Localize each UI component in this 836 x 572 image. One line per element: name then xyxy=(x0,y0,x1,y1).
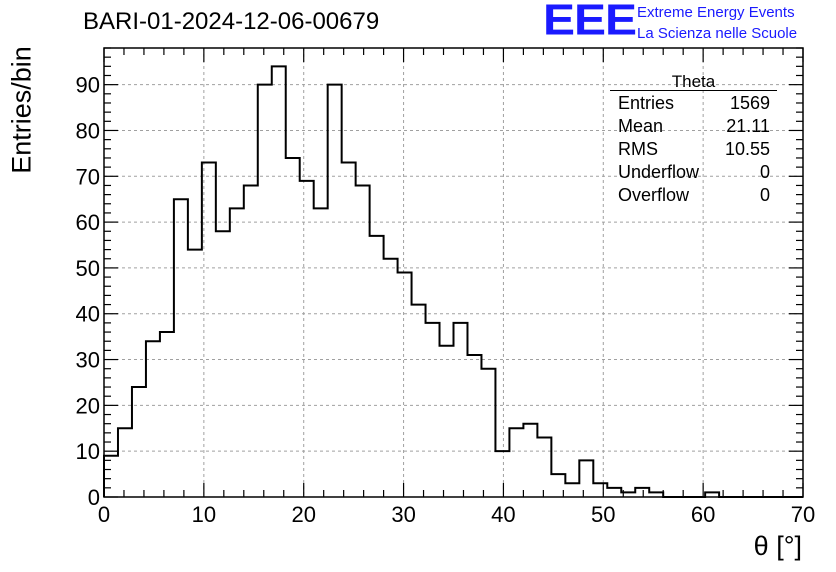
stats-value: 21.11 xyxy=(726,116,770,136)
stats-row-mean: Mean 21.11 xyxy=(618,116,770,138)
histogram-bin xyxy=(440,346,454,497)
histogram-bin xyxy=(244,185,258,497)
x-tick-label: 70 xyxy=(791,502,815,527)
histogram-bin xyxy=(118,428,132,497)
eee-subtitle-line1: Extreme Energy Events xyxy=(637,4,795,21)
x-axis-label: θ [°] xyxy=(753,531,802,561)
stats-box: Theta Entries 1569 Mean 21.11 RMS 10.55 … xyxy=(610,72,777,210)
grid-lines xyxy=(104,48,803,497)
histogram-bin xyxy=(593,483,607,497)
histogram-bin xyxy=(398,273,412,498)
histogram-bin xyxy=(174,199,188,497)
histogram-bin xyxy=(384,259,398,497)
stats-value: 0 xyxy=(759,162,770,182)
stats-value: 10.55 xyxy=(724,139,770,159)
histogram-bin xyxy=(328,85,342,497)
histogram-bin xyxy=(132,387,146,497)
histogram-bin xyxy=(565,483,579,497)
histogram-bin xyxy=(412,305,426,497)
histogram-bin xyxy=(160,332,174,497)
histogram-bin xyxy=(579,460,593,497)
axes: 0 10 20 30 40 50 60 70 0 10 20 30 40 50 60 70 80 90 xyxy=(76,47,815,527)
histogram-outline xyxy=(103,65,803,498)
histogram-bin xyxy=(258,85,272,497)
histogram-bin xyxy=(495,451,509,497)
y-tick-label: 10 xyxy=(76,439,100,464)
stats-row-entries: Entries 1569 xyxy=(618,93,770,115)
stats-row-underflow: Underflow 0 xyxy=(618,162,770,184)
histogram-bin xyxy=(146,341,160,497)
stats-label: Underflow xyxy=(618,162,700,182)
histogram-bin xyxy=(454,323,468,497)
stats-row-rms: RMS 10.55 xyxy=(618,139,770,161)
y-tick-label: 30 xyxy=(76,348,100,373)
y-tick-label: 0 xyxy=(88,485,100,510)
y-tick-label: 40 xyxy=(76,302,100,327)
histogram-bin xyxy=(509,428,523,497)
histogram-bin xyxy=(370,236,384,497)
stats-label: Mean xyxy=(618,116,664,136)
y-tick-label: 50 xyxy=(76,256,100,281)
stats-label: Overflow xyxy=(618,185,690,205)
eee-subtitle-line2: La Scienza nelle Scuole xyxy=(637,25,798,42)
y-tick-label: 80 xyxy=(76,118,100,143)
eee-logo: EEE xyxy=(543,0,637,45)
histogram-bin xyxy=(188,250,202,497)
histogram-bin xyxy=(607,488,621,497)
x-tick-label: 60 xyxy=(691,502,715,527)
histogram-bin xyxy=(104,456,118,497)
x-tick-label: 50 xyxy=(591,502,615,527)
stats-divider xyxy=(610,90,777,91)
y-tick-label: 60 xyxy=(76,210,100,235)
y-axis-label: Entries/bin xyxy=(6,46,37,174)
stats-value: 1569 xyxy=(729,93,770,113)
stats-label: RMS xyxy=(618,139,658,159)
histogram-bars xyxy=(103,65,803,498)
x-tick-label: 10 xyxy=(192,502,216,527)
histogram-bin xyxy=(481,369,495,497)
x-tick-label: 0 xyxy=(98,502,110,527)
y-tick-label: 90 xyxy=(76,73,100,98)
histogram-bin xyxy=(342,163,356,497)
y-tick-label: 20 xyxy=(76,393,100,418)
histogram-bin xyxy=(230,208,244,497)
histogram-bin xyxy=(356,185,370,497)
x-tick-label: 20 xyxy=(291,502,315,527)
histogram-bin xyxy=(467,355,481,497)
histogram-bin xyxy=(314,208,328,497)
x-tick-label: 30 xyxy=(391,502,415,527)
histogram-bin xyxy=(635,488,649,497)
x-tick-label: 40 xyxy=(491,502,515,527)
histogram-bin xyxy=(216,231,230,497)
plot-frame xyxy=(103,47,804,498)
histogram-bin xyxy=(286,158,300,497)
stats-label: Entries xyxy=(618,93,675,113)
histogram-bin xyxy=(300,181,314,497)
stats-title: Theta xyxy=(671,72,716,91)
histogram-bin xyxy=(537,437,551,497)
histogram-bin xyxy=(426,323,440,497)
histogram-bin xyxy=(523,424,537,497)
stats-row-overflow: Overflow 0 xyxy=(618,185,770,207)
stats-value: 0 xyxy=(759,185,770,205)
run-title: BARI-01-2024-12-06-00679 xyxy=(83,8,380,35)
y-tick-label: 70 xyxy=(76,164,100,189)
